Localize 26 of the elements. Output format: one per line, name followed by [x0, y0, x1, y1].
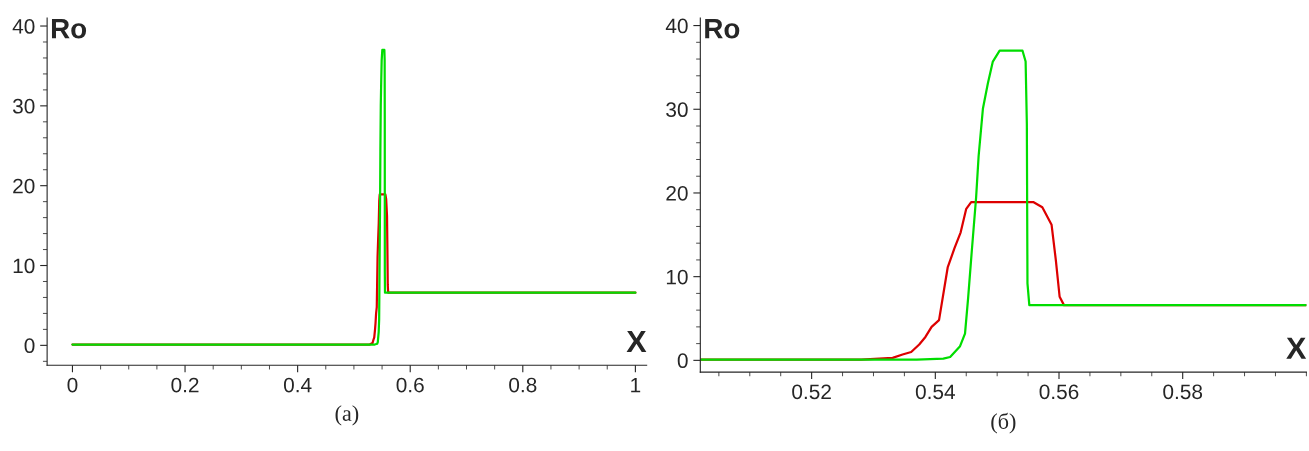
- x-tick-label: 0: [67, 377, 78, 393]
- y-tick-label: 10: [13, 258, 35, 274]
- y-tick-label: 40: [12, 19, 35, 34]
- x-tick-label: 0.8: [509, 377, 537, 393]
- text: (a): [335, 405, 359, 426]
- x-tick-label: 0.6: [396, 377, 424, 393]
- y-tick-label: 0: [677, 353, 688, 369]
- y-tick-label: 30: [666, 102, 688, 118]
- y-tick-label: 20: [666, 185, 688, 201]
- y-tick-label: 20: [13, 178, 35, 194]
- x-tick-label: 0.54: [915, 384, 955, 400]
- x-tick-label: 0.2: [171, 377, 199, 393]
- y-tick-label: 30: [12, 98, 35, 114]
- x-tick-label: 0.4: [283, 377, 312, 393]
- x-axis-title: X: [626, 331, 647, 353]
- x-tick-label: 1: [631, 377, 641, 393]
- y-tick-label: 0: [24, 338, 35, 354]
- y-tick-label: 10: [666, 269, 688, 285]
- x-tick-label: 0.58: [1163, 384, 1203, 400]
- y-tick-label: 40: [665, 18, 688, 34]
- x-tick-label: 0.56: [1039, 384, 1079, 400]
- x-axis-title: X: [1286, 337, 1307, 359]
- y-axis-title: Ro: [51, 19, 87, 39]
- text: (б): [991, 412, 1016, 434]
- y-axis-title: Ro: [705, 19, 740, 39]
- x-tick-label: 0.52: [792, 384, 831, 400]
